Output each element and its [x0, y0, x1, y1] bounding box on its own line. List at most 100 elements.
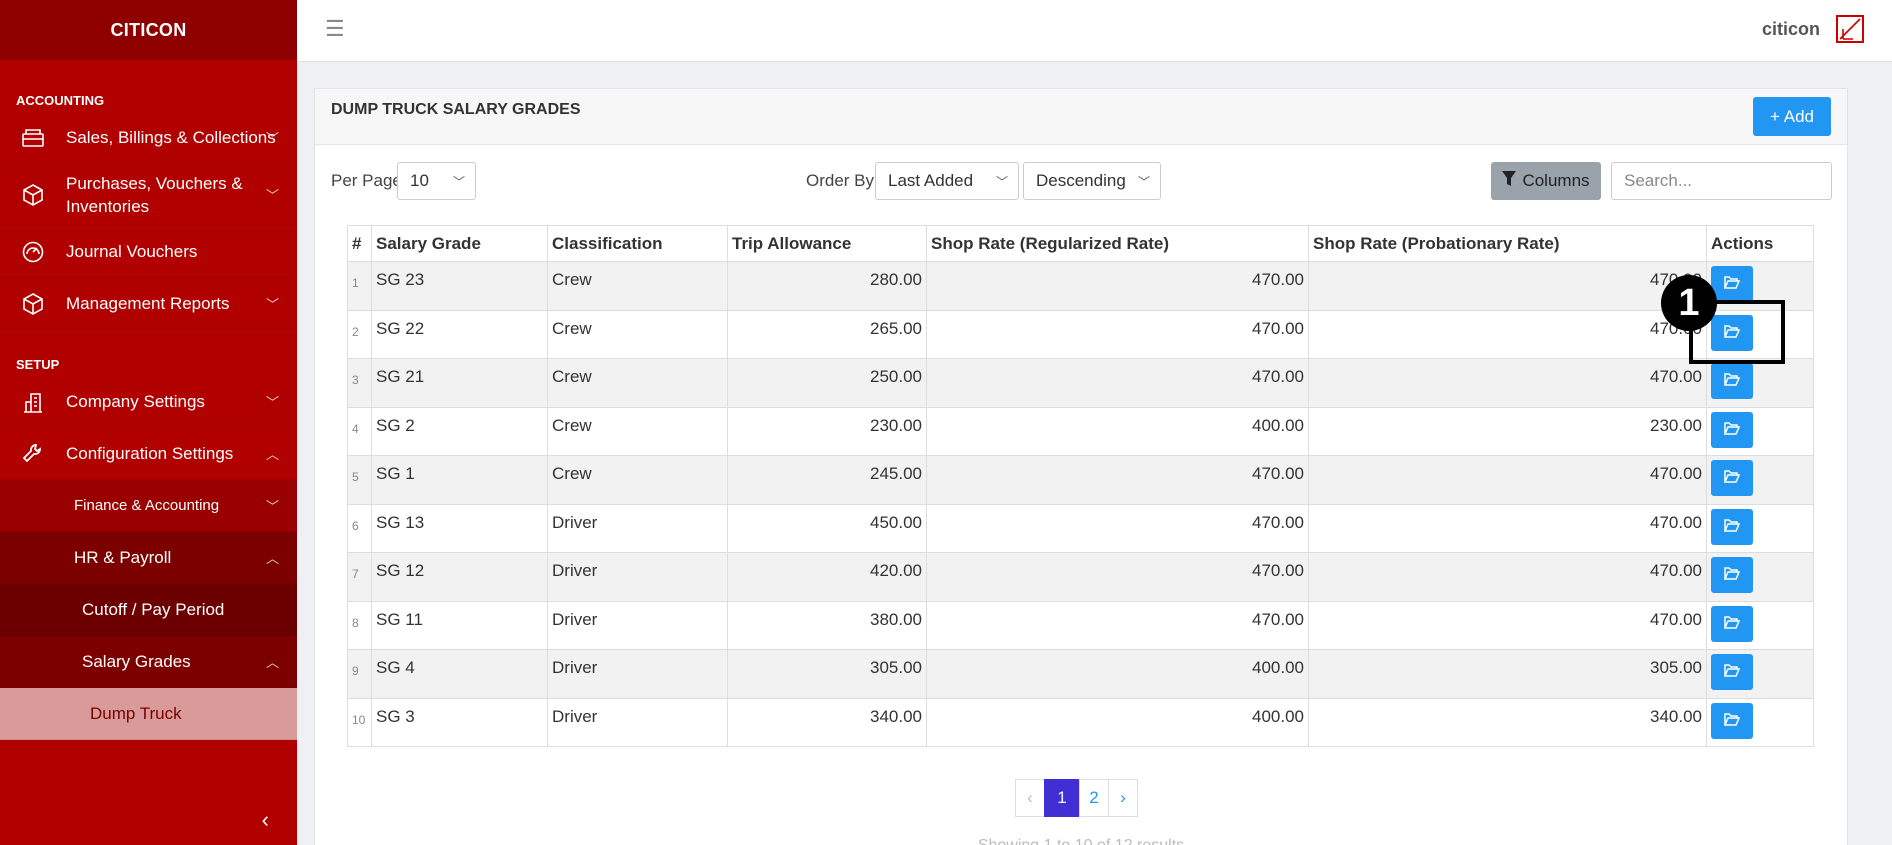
sidebar-item-config[interactable]: Configuration Settings ︿ [0, 428, 297, 480]
table-cell: Crew [547, 406, 728, 456]
table-cell: 470.00 [1308, 552, 1707, 602]
user-avatar-icon[interactable] [1836, 15, 1864, 43]
open-record-button[interactable] [1711, 557, 1753, 593]
open-record-button[interactable] [1711, 363, 1753, 399]
user-name[interactable]: citicon [1761, 19, 1820, 39]
columns-button[interactable]: Columns [1491, 162, 1601, 200]
order-by-label: Order By [806, 171, 875, 190]
row-number: 9 [347, 649, 372, 699]
open-record-button[interactable] [1711, 605, 1753, 642]
folder-open-icon [1723, 371, 1741, 391]
folder-open-icon [1723, 274, 1741, 294]
open-record-button[interactable] [1711, 460, 1753, 496]
table-cell: 380.00 [727, 600, 927, 650]
pagination: ‹ 1 2 › [1015, 779, 1138, 817]
table-cell: 470.00 [1308, 358, 1707, 408]
column-header[interactable]: # [347, 225, 372, 262]
table-cell: 470.00 [1308, 600, 1707, 650]
table-cell: 400.00 [926, 649, 1309, 699]
per-page-select[interactable]: 10 ﹀ [397, 162, 476, 200]
open-record-button[interactable] [1711, 314, 1753, 351]
add-button[interactable]: + Add [1753, 97, 1831, 136]
table-cell: 400.00 [926, 697, 1309, 747]
table-row: 6 SG 13 Driver 450.00 470.00 470.00 [347, 503, 1814, 553]
topbar: ☰ citicon [297, 0, 1892, 62]
sidebar-item-dump-truck[interactable]: Dump Truck [0, 688, 297, 740]
sidebar-item-sales[interactable]: Sales, Billings & Collections ﹀ [0, 112, 297, 164]
table-row: 10 SG 3 Driver 340.00 400.00 340.00 [347, 697, 1814, 747]
open-record-button[interactable] [1711, 411, 1753, 448]
sidebar-item-cutoff[interactable]: Cutoff / Pay Period [0, 584, 297, 636]
table-cell: SG 4 [371, 649, 548, 699]
table-cell: Driver [547, 649, 728, 699]
table-cell: 450.00 [727, 503, 927, 553]
menu-icon[interactable]: ☰ [325, 16, 345, 41]
actions-cell [1706, 358, 1814, 408]
sidebar-item-company[interactable]: Company Settings ﹀ [0, 376, 297, 428]
actions-cell [1706, 600, 1814, 650]
sidebar: CITICON ACCOUNTING Sales, Billings & Col… [0, 0, 297, 845]
search-input[interactable] [1611, 162, 1832, 200]
table-cell: 470.00 [926, 455, 1309, 505]
folder-open-icon [1723, 517, 1741, 537]
sidebar-item-purchases[interactable]: Purchases, Vouchers & Inventories ﹀ [0, 164, 297, 226]
annotation-box [1689, 300, 1785, 364]
brand-logo[interactable]: CITICON [0, 0, 297, 60]
sidebar-item-hr[interactable]: HR & Payroll ︿ [0, 532, 297, 584]
row-number: 7 [347, 552, 372, 602]
folder-open-icon [1723, 420, 1741, 440]
page-title: DUMP TRUCK SALARY GRADES [331, 101, 581, 118]
folder-open-icon [1723, 662, 1741, 682]
column-header[interactable]: Classification [547, 225, 728, 262]
sidebar-item-finance[interactable]: Finance & Accounting ﹀ [0, 480, 297, 532]
open-record-button[interactable] [1711, 654, 1753, 690]
annotation-marker: 1 [1661, 275, 1717, 331]
per-page-value: 10 [410, 171, 429, 190]
pagination-page-1[interactable]: 1 [1044, 779, 1080, 817]
actions-cell [1706, 406, 1814, 456]
pagination-prev[interactable]: ‹ [1015, 779, 1045, 817]
gauge-icon [18, 241, 48, 263]
actions-cell [1706, 552, 1814, 602]
pagination-page-2[interactable]: 2 [1079, 779, 1109, 817]
sort-direction-select[interactable]: Descending ﹀ [1023, 162, 1161, 200]
row-number: 10 [347, 697, 372, 747]
column-header[interactable]: Salary Grade [371, 225, 548, 262]
sidebar-item-label: HR & Payroll [74, 548, 172, 567]
row-number: 8 [347, 600, 372, 650]
folder-open-icon [1723, 711, 1741, 731]
open-record-button[interactable] [1711, 508, 1753, 545]
sidebar-item-label: Management Reports [66, 294, 230, 313]
table-cell: 470.00 [1308, 309, 1707, 359]
row-number: 1 [347, 261, 372, 311]
order-by-select[interactable]: Last Added ﹀ [875, 162, 1019, 200]
column-header[interactable]: Trip Allowance [727, 225, 927, 262]
folder-open-icon [1723, 614, 1741, 634]
chevron-down-icon: ﹀ [265, 131, 279, 146]
sidebar-item-salary-grades[interactable]: Salary Grades ︿ [0, 636, 297, 688]
results-summary: Showing 1 to 10 of 12 results [315, 837, 1847, 845]
pagination-next[interactable]: › [1108, 779, 1138, 817]
table-cell: 230.00 [727, 406, 927, 456]
column-header[interactable]: Shop Rate (Probationary Rate) [1308, 225, 1707, 262]
folder-open-icon [1723, 323, 1741, 343]
table-cell: 340.00 [727, 697, 927, 747]
table-cell: Crew [547, 358, 728, 408]
sidebar-item-journal[interactable]: Journal Vouchers [0, 226, 297, 278]
table-cell: 280.00 [727, 261, 927, 311]
sidebar-item-reports[interactable]: Management Reports ﹀ [0, 278, 297, 330]
table-controls: Per Page 10 ﹀ Order By Last Added ﹀ Desc… [315, 145, 1847, 227]
table-cell: 420.00 [727, 552, 927, 602]
table-cell: SG 11 [371, 600, 548, 650]
building-icon [18, 391, 48, 413]
box-icon [18, 183, 48, 206]
row-number: 2 [347, 309, 372, 359]
table-cell: 470.00 [926, 600, 1309, 650]
sidebar-collapse-button[interactable]: ‹ [0, 795, 297, 845]
open-record-button[interactable] [1711, 702, 1753, 739]
open-record-button[interactable] [1711, 266, 1753, 302]
column-header[interactable]: Shop Rate (Regularized Rate) [926, 225, 1309, 262]
chevron-up-icon: ︿ [265, 551, 279, 566]
table-cell: 230.00 [1308, 406, 1707, 456]
